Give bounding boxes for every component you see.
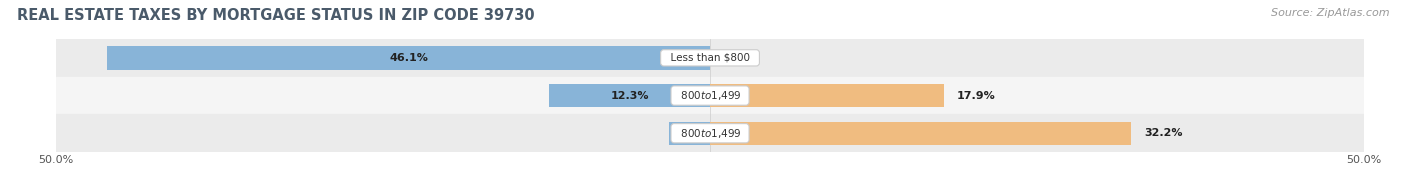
Text: 17.9%: 17.9% [957,90,995,101]
Text: 12.3%: 12.3% [610,90,648,101]
Text: 0.0%: 0.0% [730,53,761,63]
Bar [56,77,1364,114]
Bar [56,114,1364,152]
Text: 3.1%: 3.1% [675,128,706,138]
Text: 46.1%: 46.1% [389,53,427,63]
Text: $800 to $1,499: $800 to $1,499 [673,89,747,102]
Bar [56,39,1364,77]
Text: $800 to $1,499: $800 to $1,499 [673,127,747,140]
Text: REAL ESTATE TAXES BY MORTGAGE STATUS IN ZIP CODE 39730: REAL ESTATE TAXES BY MORTGAGE STATUS IN … [17,8,534,23]
Bar [550,84,710,107]
Bar [710,121,1130,145]
Bar [710,84,943,107]
Text: Source: ZipAtlas.com: Source: ZipAtlas.com [1271,8,1389,18]
Bar [669,121,710,145]
Text: 32.2%: 32.2% [1144,128,1182,138]
Text: Less than $800: Less than $800 [664,53,756,63]
Bar [107,46,710,70]
